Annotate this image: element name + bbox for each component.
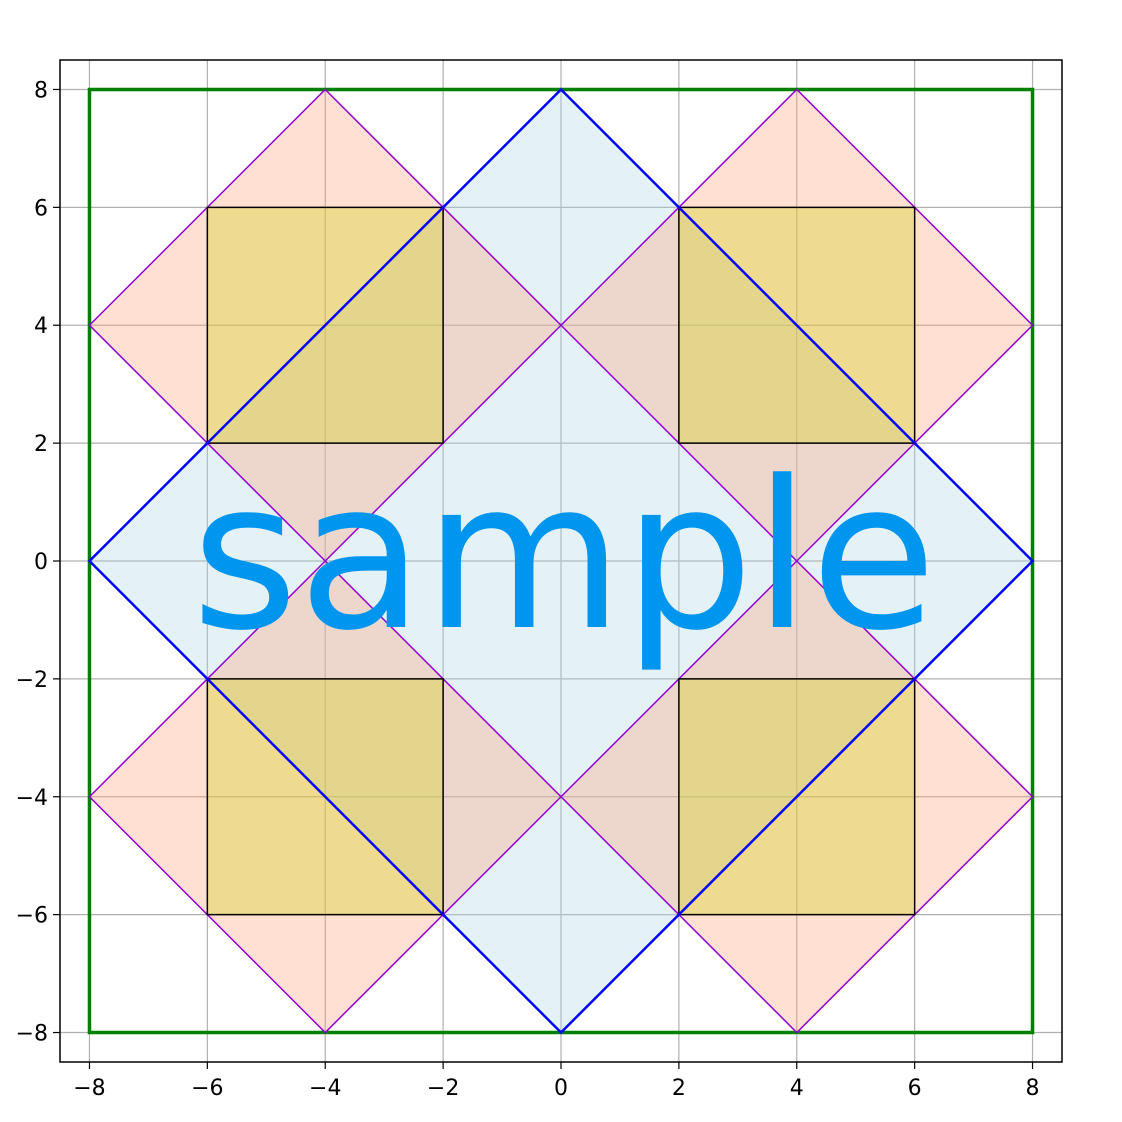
x-tick-label: −6 (191, 1076, 223, 1101)
axis-ticks: −8 −6 −4 −2 0 2 4 6 8 −8 −6 −4 −2 0 2 4 6 8 (16, 78, 1040, 1101)
x-tick-label: −8 (73, 1076, 105, 1101)
x-tick-label: −4 (309, 1076, 341, 1101)
x-tick-label: 6 (908, 1076, 922, 1101)
y-tick-label: −2 (16, 668, 48, 693)
y-tick-label: 4 (34, 314, 48, 339)
x-tick-label: 4 (790, 1076, 804, 1101)
y-tick-label: 0 (34, 550, 48, 575)
x-tick-label: 0 (554, 1076, 568, 1101)
outer-square (87, 87, 1035, 1035)
shapes-layer (87, 87, 1035, 1035)
x-tick-label: 8 (1026, 1076, 1040, 1101)
y-tick-label: −8 (16, 1022, 48, 1047)
x-tick-label: −2 (427, 1076, 459, 1101)
y-tick-label: −4 (16, 786, 48, 811)
y-tick-label: 8 (34, 78, 48, 103)
center-diamond-outline (87, 87, 1035, 1035)
x-tick-label: 2 (672, 1076, 686, 1101)
y-tick-label: 2 (34, 432, 48, 457)
y-tick-label: −6 (16, 904, 48, 929)
watermark-text: sample (191, 438, 936, 676)
y-tick-label: 6 (34, 196, 48, 221)
